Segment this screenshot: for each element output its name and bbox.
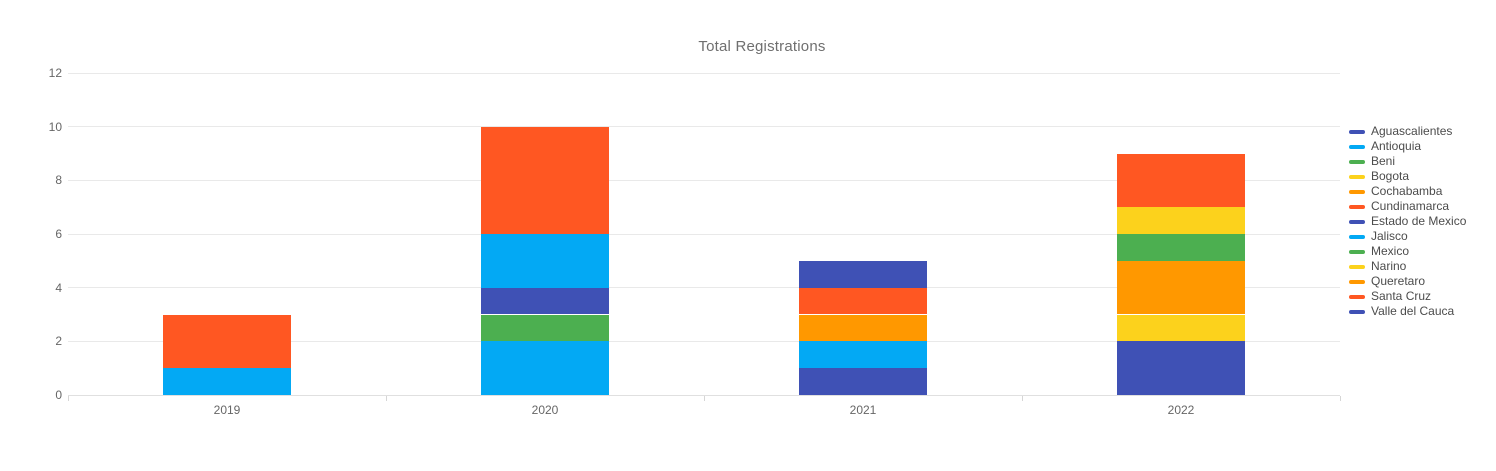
legend-item-queretaro[interactable]: Queretaro xyxy=(1349,274,1466,289)
x-axis-tick xyxy=(1340,396,1341,401)
y-axis-tick-label: 4 xyxy=(55,280,62,295)
gridline xyxy=(68,287,1340,289)
legend-item-jalisco[interactable]: Jalisco xyxy=(1349,229,1466,244)
y-axis-tick-label: 12 xyxy=(48,66,62,80)
legend-swatch xyxy=(1349,234,1365,239)
x-axis-label: 2020 xyxy=(531,403,559,417)
legend-label: Jalisco xyxy=(1371,229,1408,243)
legend-label: Valle del Cauca xyxy=(1371,304,1455,318)
legend-label: Bogota xyxy=(1371,169,1410,183)
bar-segment-bogota[interactable] xyxy=(1117,314,1245,342)
legend-label: Santa Cruz xyxy=(1371,289,1432,303)
legend: Aguascalientes Antioquia Beni Bogota Cochaba… xyxy=(1349,124,1466,319)
bar-segment-antioquia[interactable] xyxy=(799,341,927,369)
legend-item-cochabamba[interactable]: Cochabamba xyxy=(1349,184,1466,199)
bar-segment-santa-cruz[interactable] xyxy=(481,126,609,234)
legend-swatch xyxy=(1349,189,1365,194)
legend-label: Queretaro xyxy=(1371,274,1426,288)
legend-swatch xyxy=(1349,279,1365,284)
bar-segment-jalisco[interactable] xyxy=(481,234,609,288)
y-axis-tick-label: 0 xyxy=(55,388,62,402)
bar-segment-beni[interactable] xyxy=(481,314,609,342)
y-axis-tick-label: 10 xyxy=(48,119,62,134)
legend-item-aguascalientes[interactable]: Aguascalientes xyxy=(1349,124,1466,139)
legend-item-narino[interactable]: Narino xyxy=(1349,259,1466,274)
legend-label: Cochabamba xyxy=(1371,184,1443,198)
x-axis-tick xyxy=(68,396,69,401)
bar-segment-queretaro[interactable] xyxy=(799,314,927,342)
gridline xyxy=(68,72,1340,74)
bar-segment-cundinamarca[interactable] xyxy=(163,314,291,369)
legend-item-cundinamarca[interactable]: Cundinamarca xyxy=(1349,199,1466,214)
legend-swatch xyxy=(1349,174,1365,179)
gridline xyxy=(68,340,1340,342)
legend-label: Estado de Mexico xyxy=(1371,214,1467,228)
legend-swatch xyxy=(1349,264,1365,269)
gridline xyxy=(68,179,1340,181)
legend-label: Narino xyxy=(1371,259,1407,273)
bar-segment-mexico[interactable] xyxy=(1117,234,1245,261)
chart-title: Total Registrations xyxy=(698,38,826,55)
bar-segment-santa-cruz[interactable] xyxy=(799,287,927,315)
bar-segment-estado-de-mexico[interactable] xyxy=(481,287,609,315)
bar-segment-santa-cruz[interactable] xyxy=(1117,153,1245,208)
x-axis-tick xyxy=(704,396,705,401)
legend-item-antioquia[interactable]: Antioquia xyxy=(1349,139,1466,154)
legend-swatch xyxy=(1349,144,1365,149)
legend-label: Cundinamarca xyxy=(1371,199,1450,213)
x-axis-tick xyxy=(386,396,387,401)
bar-segment-antioquia[interactable] xyxy=(163,368,291,395)
legend-label: Antioquia xyxy=(1371,139,1422,153)
x-axis-label: 2022 xyxy=(1167,403,1195,417)
legend-swatch xyxy=(1349,204,1365,209)
bar-segment-cochabamba[interactable] xyxy=(1117,260,1245,315)
bar-segment-aguascalientes[interactable] xyxy=(1117,341,1245,395)
legend-swatch xyxy=(1349,294,1365,299)
legend-item-bogota[interactable]: Bogota xyxy=(1349,169,1466,184)
legend-item-estado-de-mexico[interactable]: Estado de Mexico xyxy=(1349,214,1466,229)
x-axis-tick xyxy=(1022,396,1023,401)
bar-segment-aguascalientes[interactable] xyxy=(799,368,927,395)
bar-segment-antioquia[interactable] xyxy=(481,341,609,395)
y-axis-tick-label: 8 xyxy=(55,173,62,188)
legend-label: Aguascalientes xyxy=(1371,124,1453,138)
legend-item-santa-cruz[interactable]: Santa Cruz xyxy=(1349,289,1466,304)
gridline xyxy=(68,126,1340,128)
gridline xyxy=(68,233,1340,235)
x-axis-label: 2021 xyxy=(849,403,877,417)
bar-segment-valle-del-cauca[interactable] xyxy=(799,260,927,288)
legend-item-beni[interactable]: Beni xyxy=(1349,154,1466,169)
x-axis-line xyxy=(68,395,1340,396)
y-axis-tick-label: 2 xyxy=(55,334,62,349)
legend-item-valle-del-cauca[interactable]: Valle del Cauca xyxy=(1349,304,1466,319)
legend-swatch xyxy=(1349,219,1365,224)
legend-swatch xyxy=(1349,129,1365,134)
bar-segment-narino[interactable] xyxy=(1117,207,1245,234)
legend-label: Mexico xyxy=(1371,244,1410,258)
legend-swatch xyxy=(1349,249,1365,254)
x-axis-label: 2019 xyxy=(213,403,241,417)
legend-label: Beni xyxy=(1371,154,1396,168)
y-axis-tick-label: 6 xyxy=(55,227,62,241)
legend-swatch xyxy=(1349,159,1365,164)
legend-item-mexico[interactable]: Mexico xyxy=(1349,244,1466,259)
legend-swatch xyxy=(1349,309,1365,314)
